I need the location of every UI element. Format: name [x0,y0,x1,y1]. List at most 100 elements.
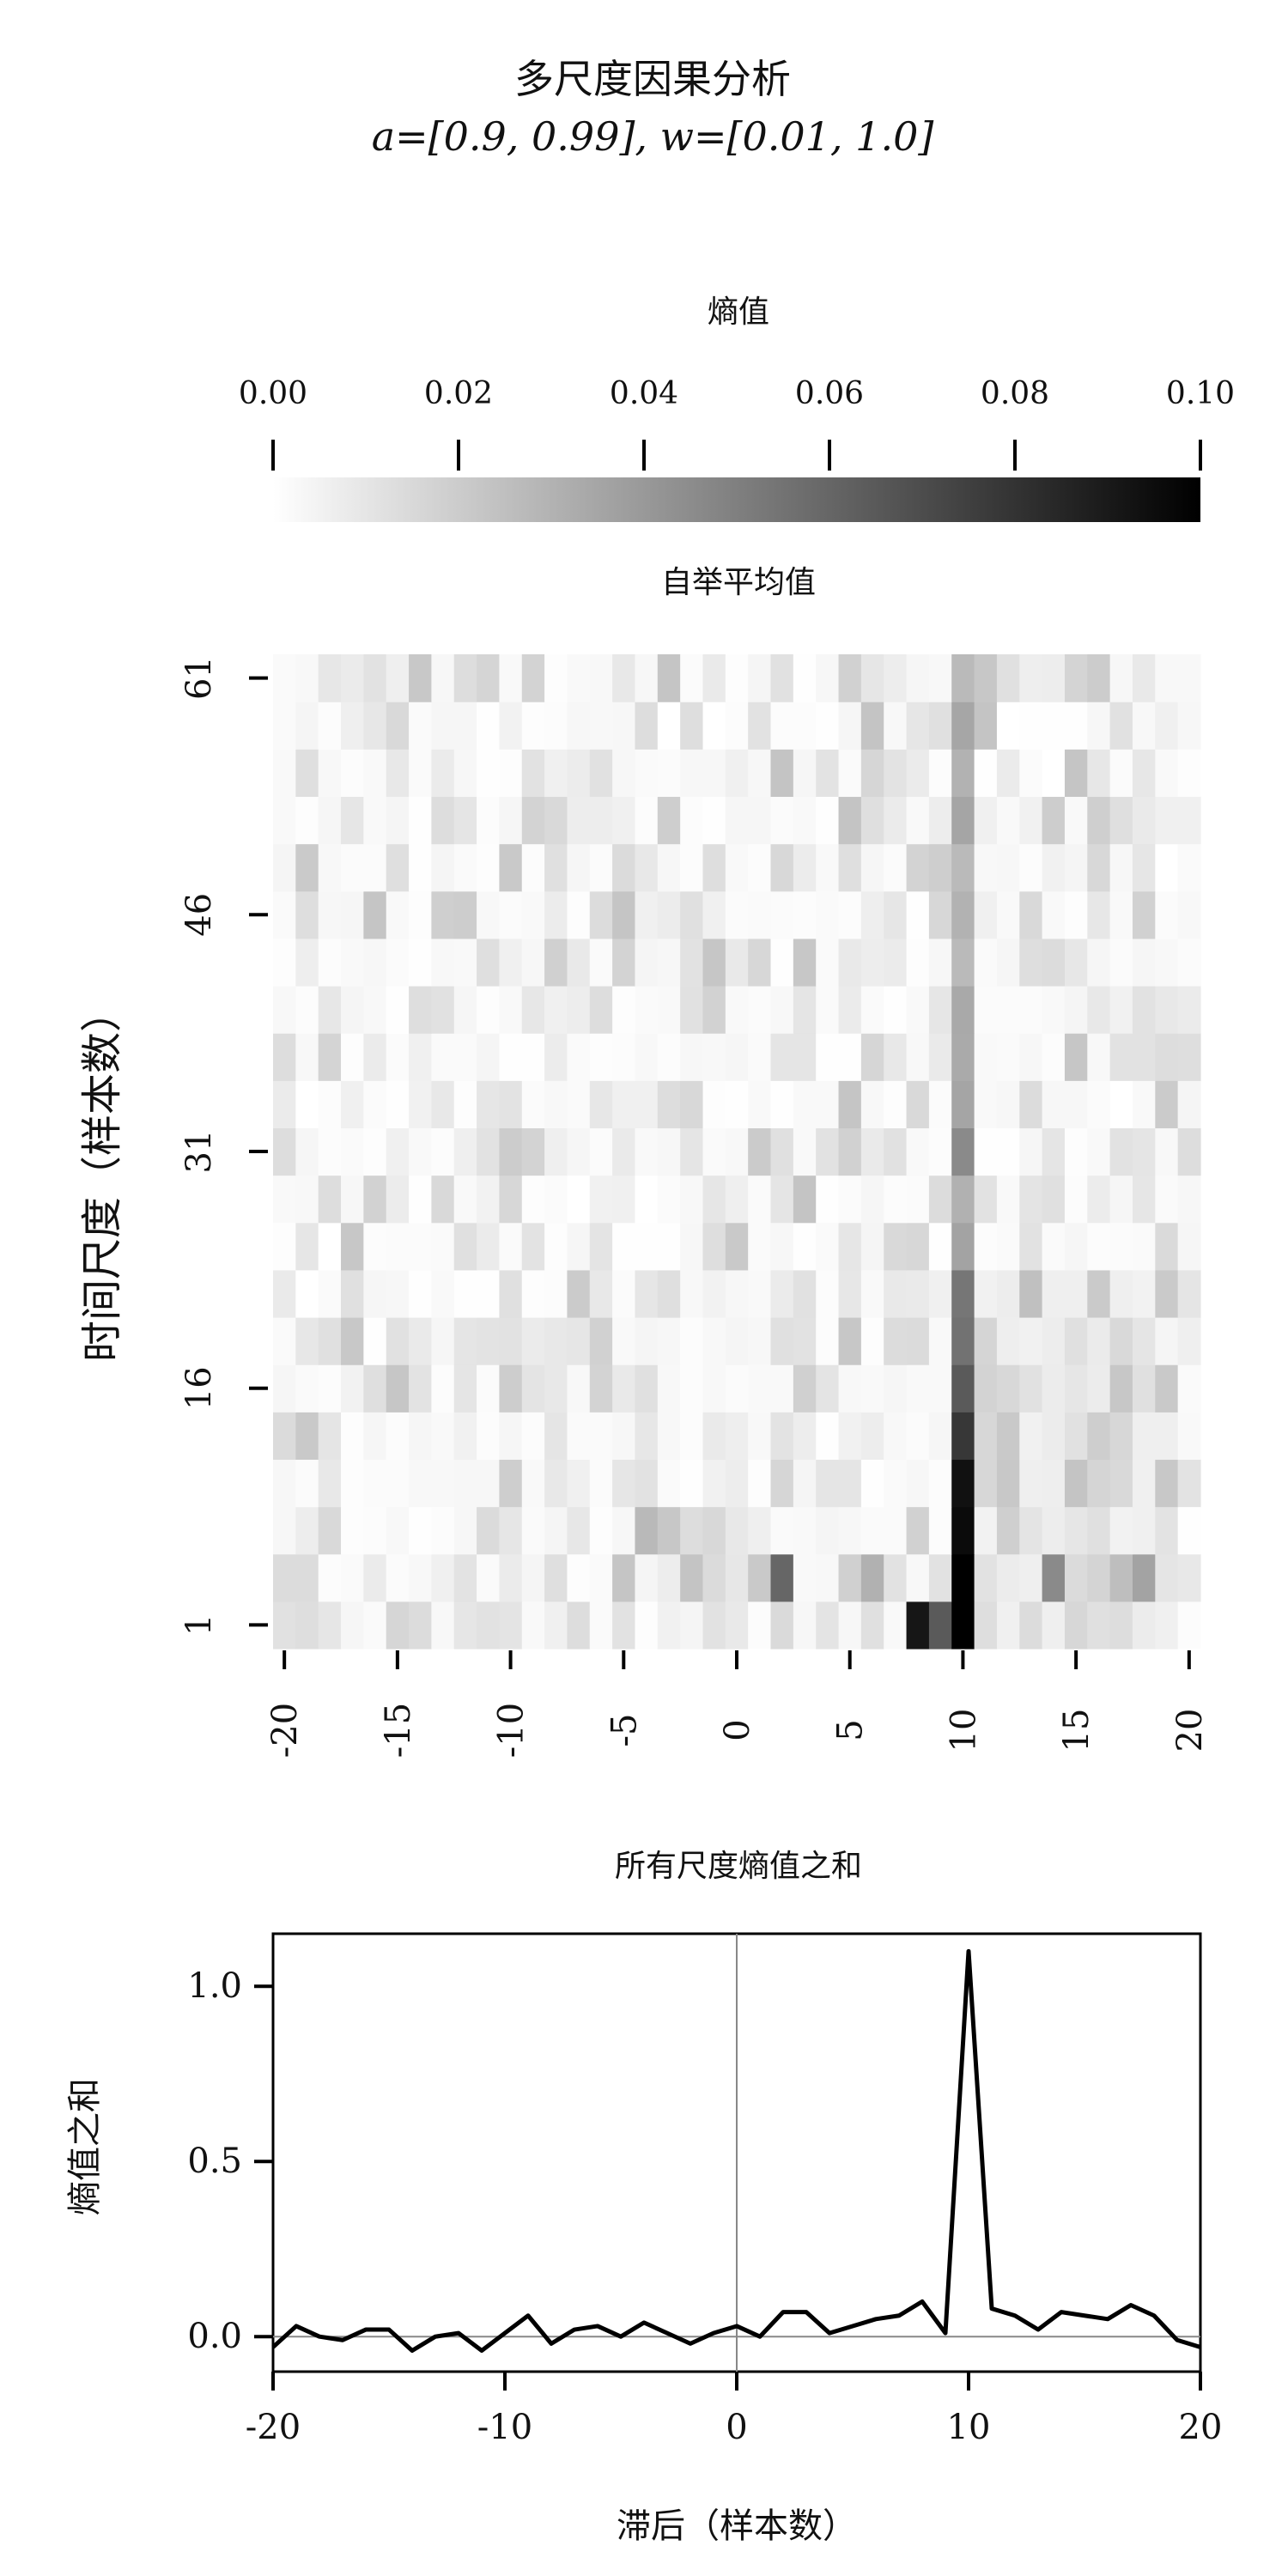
heatmap-cell [612,749,636,798]
heatmap-cell [702,890,726,939]
heatmap-cell [612,1459,636,1508]
heatmap-cells [273,654,1201,1649]
heatmap-cell [341,1459,364,1508]
heatmap-cell [635,1601,659,1649]
heatmap-cell [1087,1412,1111,1461]
heatmap-cell [431,1601,455,1649]
heatmap-cell [725,1269,749,1318]
heatmap-cell [884,702,908,750]
heatmap-cell [996,890,1020,939]
heatmap-cell [1064,986,1088,1034]
heatmap-cell [1132,702,1156,750]
heatmap-cell [1019,938,1043,987]
heatmap-cell [928,938,952,987]
heatmap-cell [499,890,523,939]
heatmap-cell [996,1222,1020,1271]
heatmap-cell [1177,938,1201,987]
heatmap-cell [635,1553,659,1602]
heatmap-cell [273,1033,296,1081]
heatmap-cell [928,654,952,702]
heatmap-cell [860,1364,884,1413]
heatmap-cell [1177,986,1201,1034]
heatmap-cell [702,1506,726,1555]
heatmap-cell [1087,654,1111,702]
heatmap-cell [318,938,342,987]
heatmap-cell [453,1317,477,1365]
heatmap-cell [318,1033,342,1081]
heatmap-cell [544,1175,568,1224]
heatmap-cell [1155,843,1179,892]
heatmap-cell [860,986,884,1034]
heatmap-cell [906,938,930,987]
heatmap-cell [386,1127,410,1176]
heatmap-cell [816,1033,840,1081]
heatmap-cell [951,1317,975,1365]
heatmap-cell [1019,1506,1043,1555]
heatmap-cell [884,1222,908,1271]
heatmap-cell [793,1033,817,1081]
heatmap-cell [1019,702,1043,750]
heatmap-cell [1109,1080,1133,1129]
heatmap-cell [318,1364,342,1413]
heatmap-cell [409,1222,432,1271]
heatmap-cell [906,1364,930,1413]
heatmap-cell [793,1127,817,1176]
heatmap-cell [431,1459,455,1508]
heatmap-cell [295,1459,319,1508]
heatmap-cell [1177,890,1201,939]
heatmap-cell [409,1459,432,1508]
heatmap-cell [477,702,501,750]
heatmap-y-tick-label: 31 [179,1130,219,1174]
heatmap-cell [770,1506,794,1555]
heatmap-cell [1132,1175,1156,1224]
heatmap-cell [409,843,432,892]
heatmap-cell [816,986,840,1034]
heatmap-cell [1109,1269,1133,1318]
heatmap-cell [680,1317,704,1365]
heatmap-cell [567,986,591,1034]
heatmap-cell [725,1601,749,1649]
heatmap-cell [860,1412,884,1461]
line-x-tick-label: 20 [1179,2408,1223,2447]
line-y-tick-label: 0.5 [187,2142,242,2181]
heatmap-cell [318,890,342,939]
heatmap-x-tick-label: -10 [492,1703,532,1758]
heatmap-cell [273,796,296,845]
heatmap-cell [1109,1601,1133,1649]
heatmap-cell [1019,1459,1043,1508]
heatmap-cell [1087,1364,1111,1413]
heatmap-cell [657,654,681,702]
heatmap-cell [906,749,930,798]
heatmap-cell [1155,1175,1179,1224]
heatmap-cell [386,1080,410,1129]
heatmap-cell [431,749,455,798]
heatmap-cell [906,1222,930,1271]
heatmap-cell [657,843,681,892]
heatmap-cell [544,1601,568,1649]
heatmap-cell [1019,796,1043,845]
heatmap-cell [589,702,613,750]
heatmap-cell [1087,1222,1111,1271]
heatmap-cell [1064,1506,1088,1555]
heatmap-cell [793,843,817,892]
heatmap-cell [341,702,364,750]
heatmap-cell [567,702,591,750]
heatmap-cell [1109,938,1133,987]
heatmap-cell [318,1127,342,1176]
heatmap-cell [860,890,884,939]
heatmap-cell [748,843,772,892]
heatmap-cell [409,986,432,1034]
heatmap-cell [386,1412,410,1461]
heatmap-cell [725,1317,749,1365]
heatmap-cell [453,843,477,892]
heatmap-cell [453,1033,477,1081]
heatmap-cell [680,1033,704,1081]
heatmap-cell [974,1269,998,1318]
heatmap-cell [612,1506,636,1555]
heatmap-cell [680,986,704,1034]
heatmap-cell [589,1080,613,1129]
heatmap-cell [409,1269,432,1318]
heatmap-cell [477,1459,501,1508]
heatmap-cell [974,938,998,987]
